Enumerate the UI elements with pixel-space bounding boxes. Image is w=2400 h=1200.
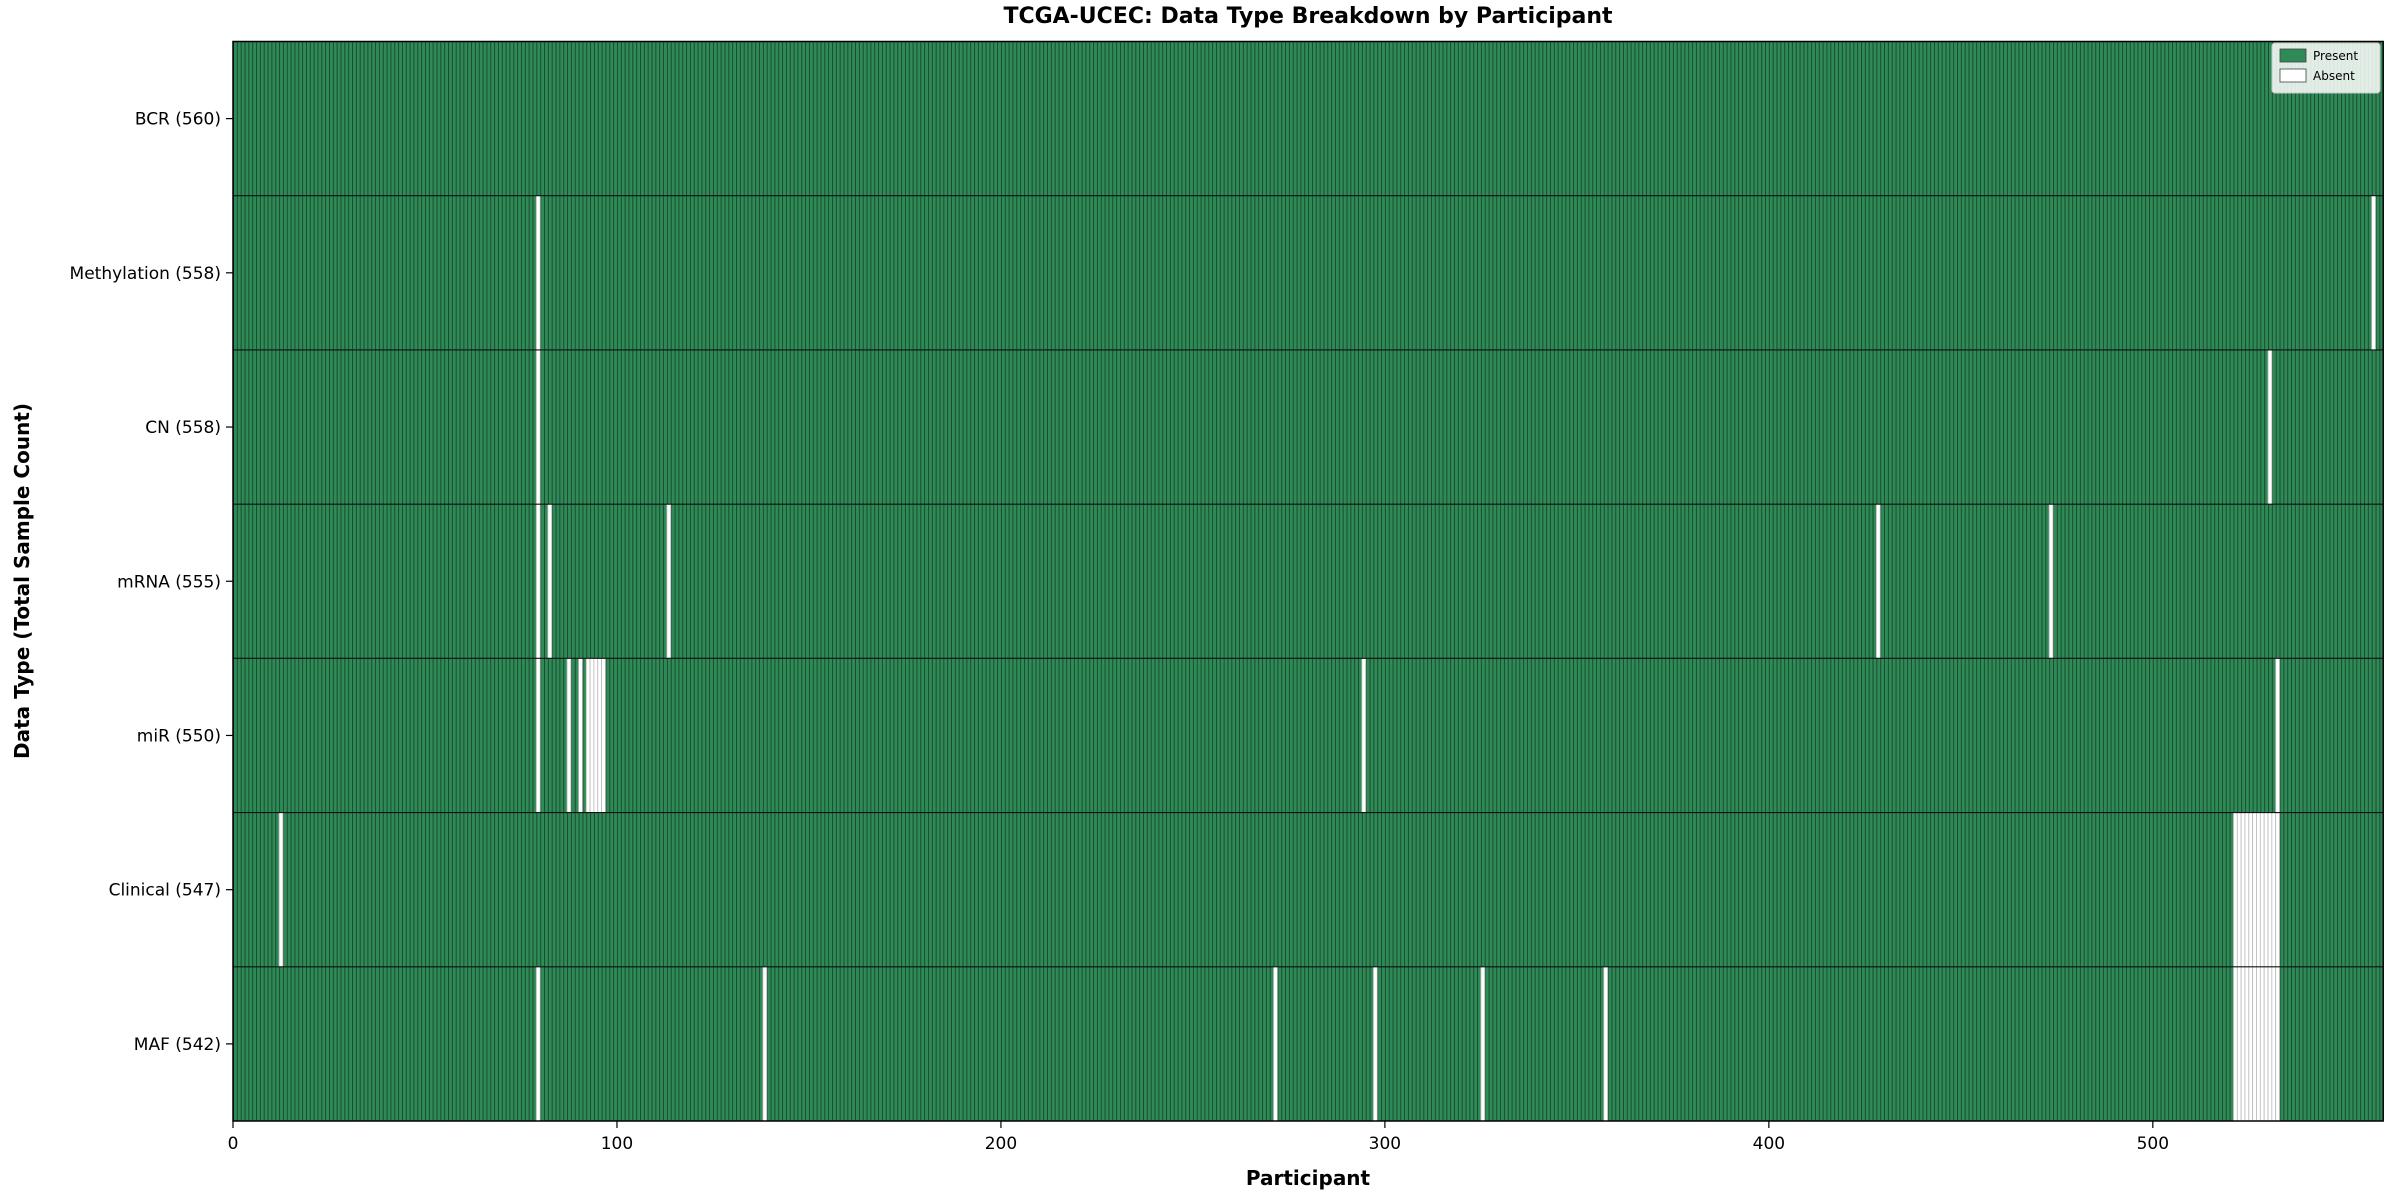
absent-cell [2256, 966, 2261, 1121]
row-mrna-absent-cells [535, 504, 2054, 659]
row-cn-absent-cells [535, 349, 2273, 505]
absent-cell [2252, 812, 2257, 967]
x-tick-label: 200 [985, 1134, 1017, 1154]
row-clinical-absent-cells [278, 812, 2280, 967]
absent-cell [2271, 966, 2276, 1121]
absent-cell [2252, 966, 2257, 1121]
x-tick-label: 100 [601, 1134, 633, 1154]
absent-cell [666, 504, 671, 659]
absent-cell [1373, 966, 1378, 1121]
absent-cell [2260, 966, 2265, 1121]
absent-cell [601, 658, 606, 813]
absent-cell [279, 812, 283, 967]
x-tick-label: 300 [1369, 1134, 1401, 1154]
absent-cell [2244, 966, 2249, 1121]
absent-cell [586, 658, 591, 813]
absent-cell [2275, 812, 2280, 967]
absent-cell [762, 966, 767, 1121]
legend-swatch-absent [2279, 68, 2307, 83]
absent-cell [2049, 504, 2053, 659]
absent-cell [2268, 966, 2272, 1121]
y-tick-label-maf: MAF (542) [134, 1035, 221, 1055]
absent-cell [2268, 349, 2272, 505]
legend-swatch-present [2279, 48, 2307, 63]
y-tick-label-mrna: mRNA (555) [117, 572, 221, 592]
absent-cell [2371, 195, 2376, 350]
x-tick-label: 400 [1753, 1134, 1785, 1154]
y-tick-label-bcr: BCR (560) [135, 110, 221, 130]
bar-edges-overlay [233, 41, 2384, 1121]
absent-cell [2248, 812, 2253, 967]
absent-cell [2275, 966, 2280, 1121]
absent-cell [2244, 812, 2249, 967]
absent-cell [547, 504, 552, 659]
absent-cell [2237, 812, 2242, 967]
absent-cell [597, 658, 602, 813]
legend-label-present: Present [2313, 49, 2358, 63]
absent-cell [2264, 812, 2269, 967]
x-tick-label: 0 [228, 1134, 239, 1154]
absent-cell [593, 658, 598, 813]
absent-cell [2268, 812, 2272, 967]
absent-cell [1480, 966, 1485, 1121]
y-tick-label-methylation: Methylation (558) [70, 264, 221, 284]
absent-cell [536, 349, 541, 505]
absent-cell [2264, 966, 2269, 1121]
absent-cell [2241, 812, 2245, 967]
x-axis-title: Participant [1245, 1166, 1371, 1190]
absent-cell [2271, 812, 2276, 967]
absent-cell [2260, 812, 2265, 967]
x-tick-label: 500 [2137, 1134, 2169, 1154]
absent-cell [1361, 658, 1366, 813]
absent-cell [567, 658, 571, 813]
row-methylation-absent-cells [535, 195, 2376, 350]
absent-cell [590, 658, 594, 813]
absent-cell [2256, 812, 2261, 967]
absent-cell [578, 658, 583, 813]
absent-cell [2275, 658, 2280, 813]
absent-cell [2237, 966, 2242, 1121]
absent-cell [2241, 966, 2245, 1121]
row-mir-absent-cells [535, 658, 2280, 813]
row-maf-absent-cells [535, 966, 2280, 1121]
y-tick-label-clinical: Clinical (547) [109, 881, 221, 901]
legend: Present Absent [2271, 42, 2381, 94]
y-tick-label-mir: miR (550) [137, 726, 221, 746]
absent-cell [2233, 812, 2238, 967]
absent-cell [2248, 966, 2253, 1121]
absent-cell [536, 658, 541, 813]
absent-cell [536, 966, 541, 1121]
absent-cell [1273, 966, 1278, 1121]
absent-cell [1876, 504, 1881, 659]
absent-cell [536, 504, 541, 659]
y-tick-label-cn: CN (558) [145, 418, 221, 438]
absent-cell [536, 195, 541, 350]
chart-title: TCGA-UCEC: Data Type Breakdown by Partic… [1003, 4, 1613, 29]
legend-label-absent: Absent [2313, 69, 2355, 83]
absent-cell [1603, 966, 1608, 1121]
absent-cell [2233, 966, 2238, 1121]
